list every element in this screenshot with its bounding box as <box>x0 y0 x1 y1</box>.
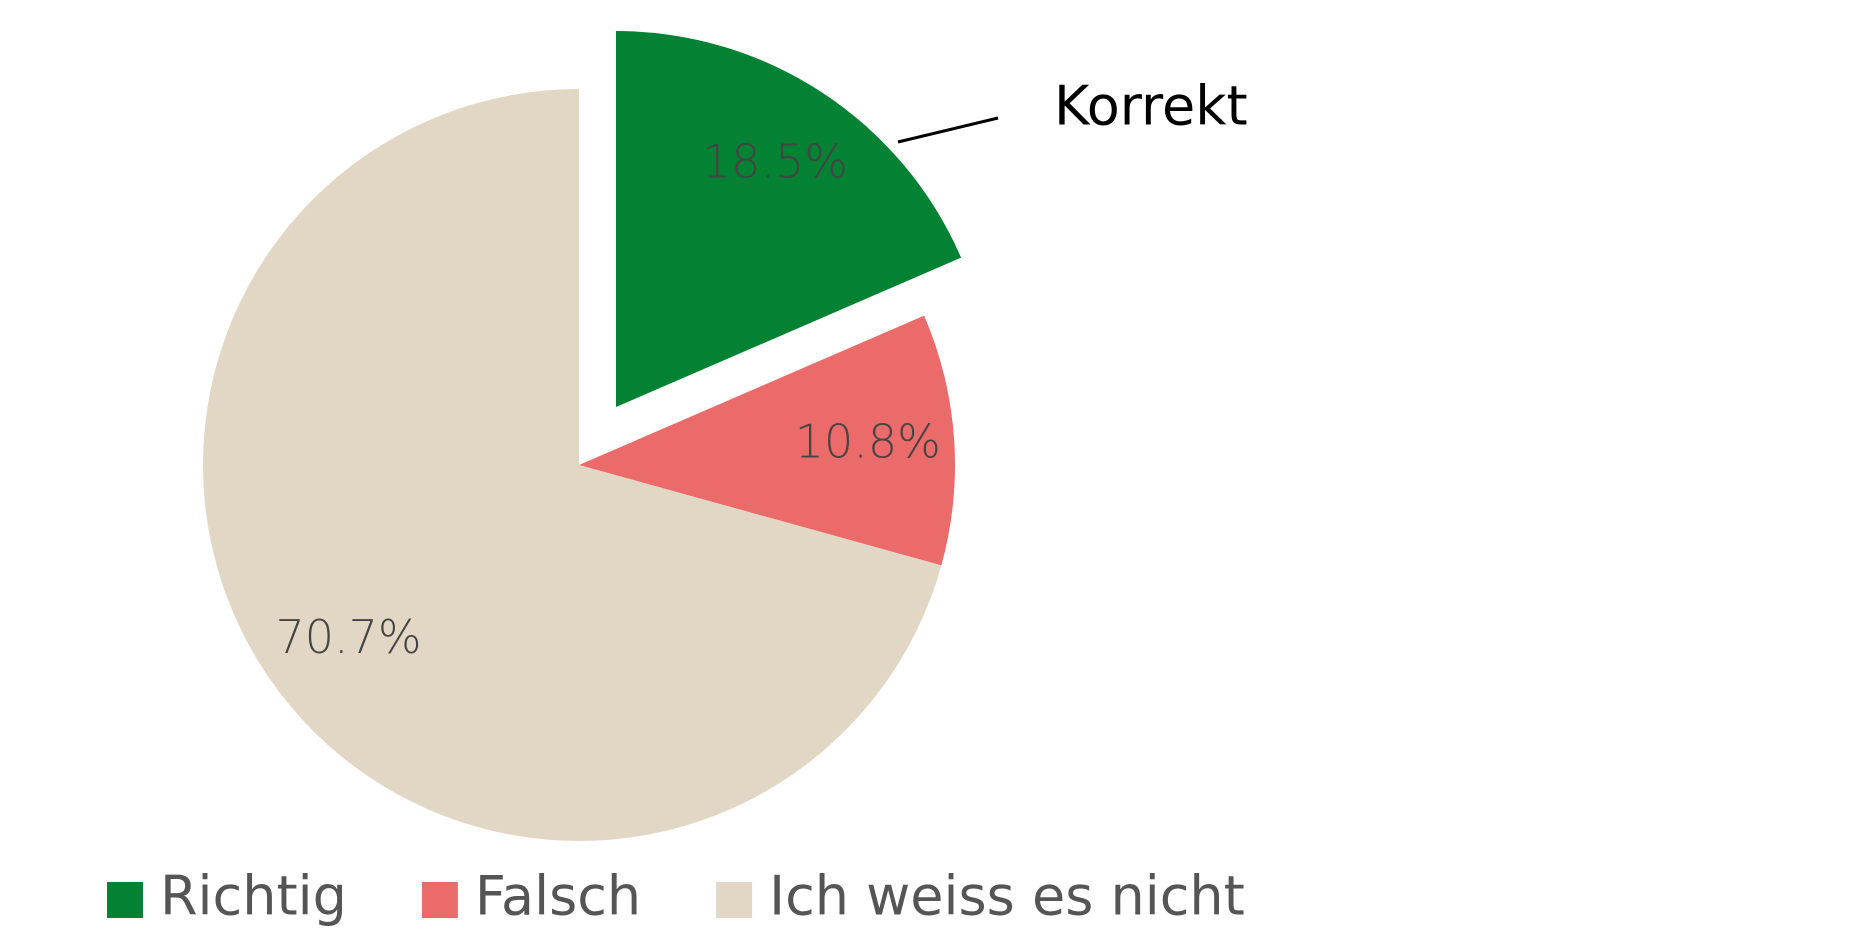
legend-label: Richtig <box>160 865 347 928</box>
value-label: 18.5% <box>702 135 848 189</box>
legend-swatch <box>107 882 143 918</box>
legend-swatch <box>716 882 753 918</box>
legend-label: Ich weiss es nicht <box>769 865 1245 928</box>
annotation-line <box>897 116 999 144</box>
legend-swatch <box>421 882 458 918</box>
value-label: 10.8% <box>795 415 941 469</box>
value-label: 70.7% <box>276 610 422 664</box>
pie-slice <box>203 89 942 842</box>
pie-slice <box>579 315 955 566</box>
legend-label: Falsch <box>475 865 641 928</box>
annotation: Korrekt <box>1054 75 1248 138</box>
pie-slice <box>616 31 962 407</box>
